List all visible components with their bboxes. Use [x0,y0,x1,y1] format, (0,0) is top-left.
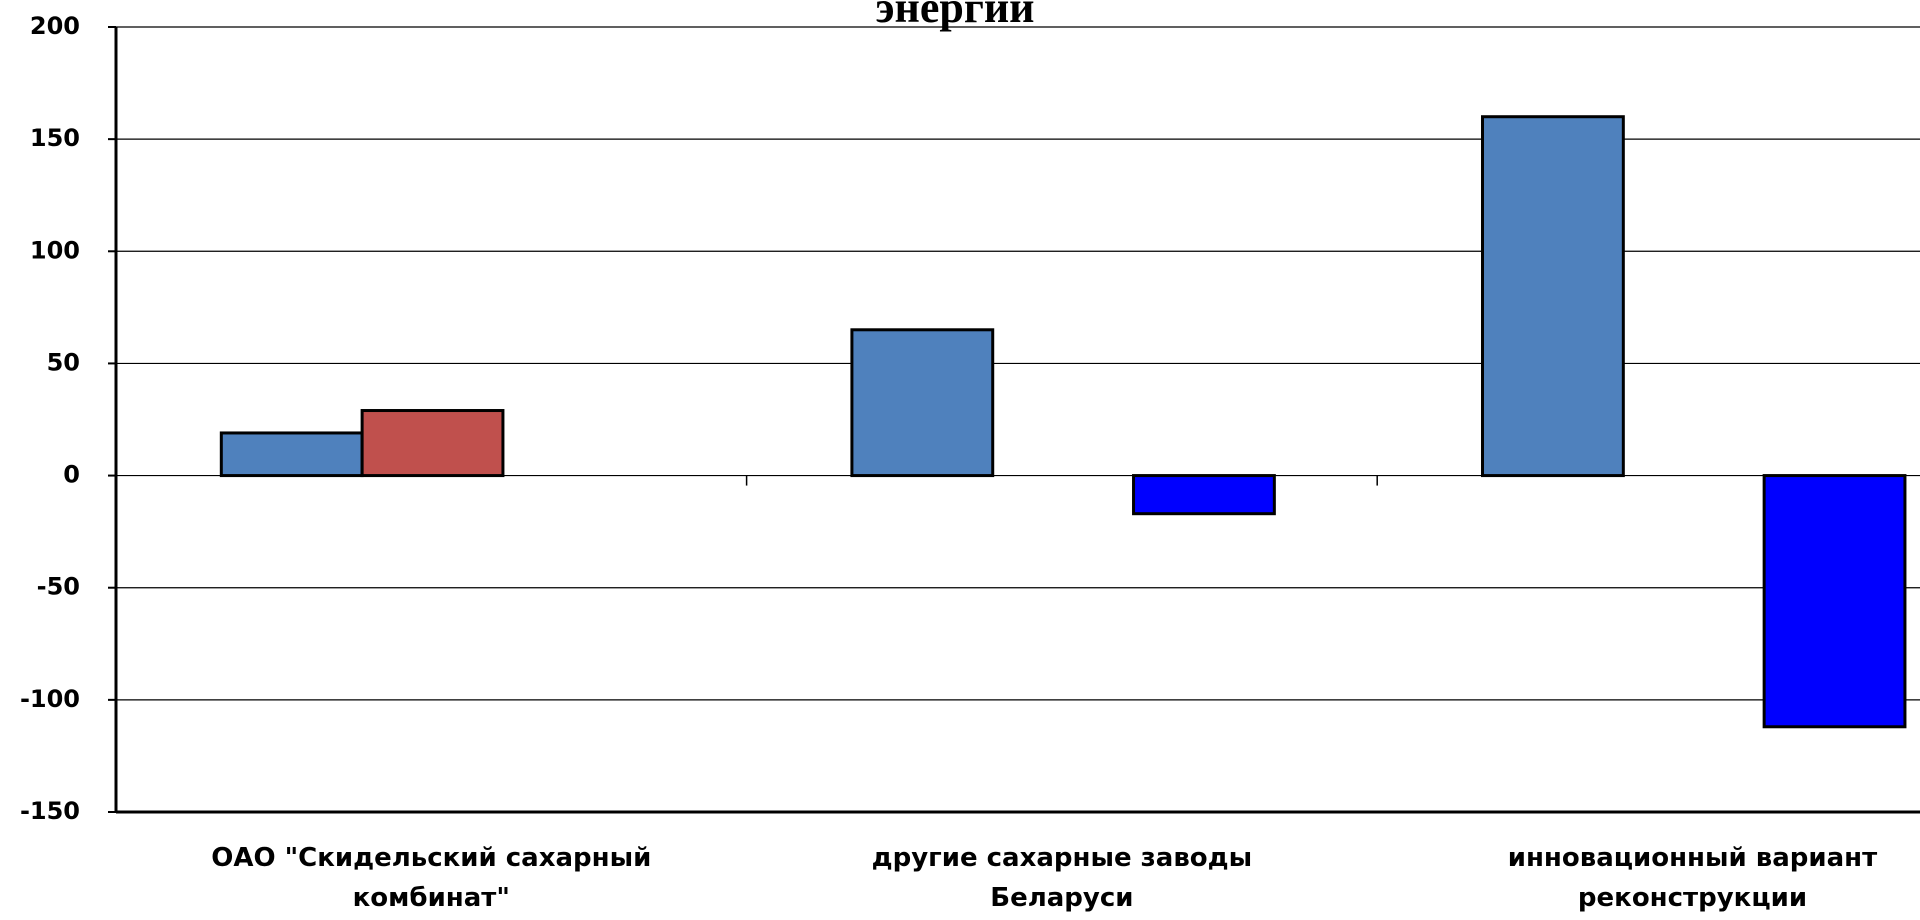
y-tick-label: -150 [20,797,80,825]
bar [850,328,995,478]
y-tick-label: -100 [20,685,80,713]
y-tick-label: 0 [63,461,80,489]
x-tick-label: ОАО "Скидельский сахарный комбинат" [211,843,652,913]
x-tick-label: другие сахарные заводы Беларуси [871,843,1253,913]
y-tick-label: 100 [30,236,80,264]
bar [1481,115,1625,478]
bar [1762,474,1907,729]
y-tick-label: 150 [30,124,80,152]
bar [360,409,505,478]
y-tick-label: 50 [47,348,80,376]
x-tick-label: инновационный вариант реконструкции [1507,843,1878,913]
y-tick-label: 200 [30,12,80,40]
y-tick-label: -50 [37,573,80,601]
bar [1132,474,1276,516]
bar [219,431,364,478]
